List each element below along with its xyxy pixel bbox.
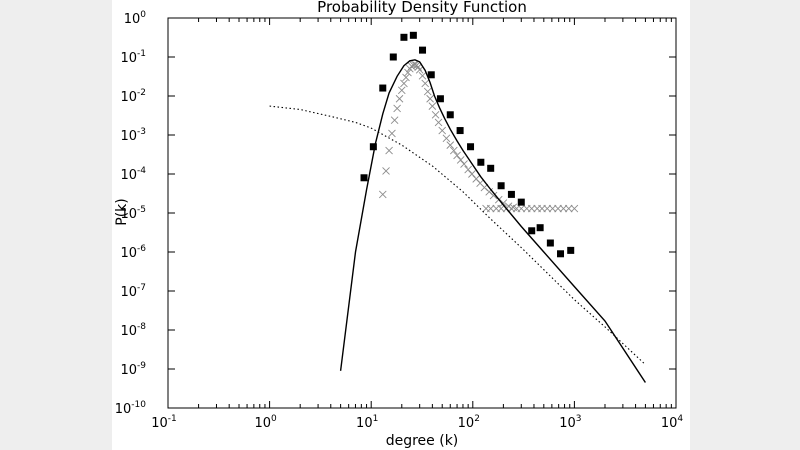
x-marker	[388, 129, 396, 138]
square-marker	[487, 164, 495, 172]
x-marker	[415, 65, 424, 74]
x-marker	[382, 167, 390, 175]
y-tick-label: 10-7	[120, 283, 146, 300]
x-marker	[464, 165, 472, 174]
x-marker	[404, 68, 412, 77]
y-tick-label: 10-10	[115, 400, 147, 417]
y-tick-label: 10-4	[120, 166, 146, 183]
x-marker	[385, 146, 393, 155]
fitted-model-line	[339, 59, 646, 383]
x-marker	[559, 204, 568, 213]
square-marker	[360, 174, 368, 182]
x-marker	[489, 191, 498, 200]
x-marker	[570, 204, 579, 213]
x-marker	[426, 94, 434, 103]
x-marker	[431, 110, 440, 119]
y-tick-label: 10-2	[120, 88, 146, 105]
square-marker	[546, 239, 554, 247]
y-tick-label: 10-5	[120, 205, 146, 222]
square-marker	[467, 143, 475, 151]
square-marker	[497, 182, 505, 190]
square-marker	[389, 53, 397, 61]
x-marker	[460, 160, 468, 168]
x-axis-label: degree (k)	[386, 433, 459, 449]
x-tick-label: 101	[356, 414, 378, 431]
x-tick-label: 10-1	[151, 414, 177, 431]
x-marker	[438, 126, 447, 135]
x-marker	[446, 141, 455, 149]
y-tick-label: 100	[124, 10, 147, 27]
y-tick-label: 10-1	[120, 49, 146, 66]
square-marker	[400, 33, 408, 41]
x-tick-label: 104	[661, 414, 684, 431]
x-marker	[418, 71, 427, 80]
x-marker	[453, 151, 461, 160]
square-marker	[507, 190, 515, 198]
x-marker	[400, 79, 408, 88]
chart-title: Probability Density Function	[317, 0, 527, 16]
x-marker	[409, 61, 418, 69]
x-marker	[499, 199, 508, 207]
square-marker	[436, 95, 444, 103]
y-tick-label: 10-9	[120, 361, 146, 378]
square-marker	[567, 246, 575, 254]
x-marker	[423, 87, 432, 96]
x-marker	[434, 118, 443, 127]
x-marker	[554, 204, 562, 213]
plot-frame	[167, 17, 677, 409]
square-marker	[379, 84, 387, 92]
x-marker	[564, 204, 573, 213]
y-tick-label: 10-8	[120, 322, 146, 339]
square-marker	[419, 46, 427, 54]
x-marker	[378, 190, 387, 199]
x-marker	[486, 204, 495, 213]
plot-area: 10-1 100 101 102 103 104 100 10-1 10-2 10-3 10-4 10…	[115, 10, 684, 431]
x-marker	[449, 146, 458, 155]
x-tick-label: 100	[254, 414, 277, 431]
x-marker	[527, 204, 536, 213]
x-marker	[456, 156, 465, 164]
square-marker	[477, 158, 485, 166]
x-marker	[421, 79, 430, 88]
square-marker	[456, 127, 464, 135]
y-tick-label: 10-3	[120, 127, 146, 144]
x-marker	[517, 204, 526, 213]
y-axis-label: P(k)	[114, 198, 130, 225]
x-marker	[428, 102, 437, 110]
x-tick-label: 102	[458, 414, 480, 431]
x-marker	[393, 104, 401, 113]
square-marker	[517, 198, 525, 206]
y-tick-label: 10-6	[120, 244, 146, 261]
square-marker	[557, 250, 565, 258]
square-marker	[536, 224, 544, 232]
x-marker	[548, 204, 557, 213]
chart: Probability Density Function P(k) degree…	[114, 0, 684, 449]
empirical-square-markers	[360, 31, 575, 258]
x-marker	[395, 94, 404, 103]
square-marker	[427, 71, 435, 79]
x-marker	[543, 204, 552, 213]
square-marker	[369, 143, 377, 151]
x-marker	[497, 204, 505, 213]
x-marker	[390, 116, 399, 124]
square-marker	[446, 111, 454, 119]
reference-dotted-line	[269, 105, 646, 366]
square-marker	[528, 227, 536, 235]
figure: Probability Density Function P(k) degree…	[112, 0, 690, 450]
x-marker	[397, 86, 406, 95]
x-tick-label: 103	[559, 414, 581, 431]
x-marker	[402, 73, 410, 82]
sample-x-markers	[378, 60, 579, 213]
square-marker	[409, 31, 417, 39]
x-marker	[442, 134, 451, 143]
